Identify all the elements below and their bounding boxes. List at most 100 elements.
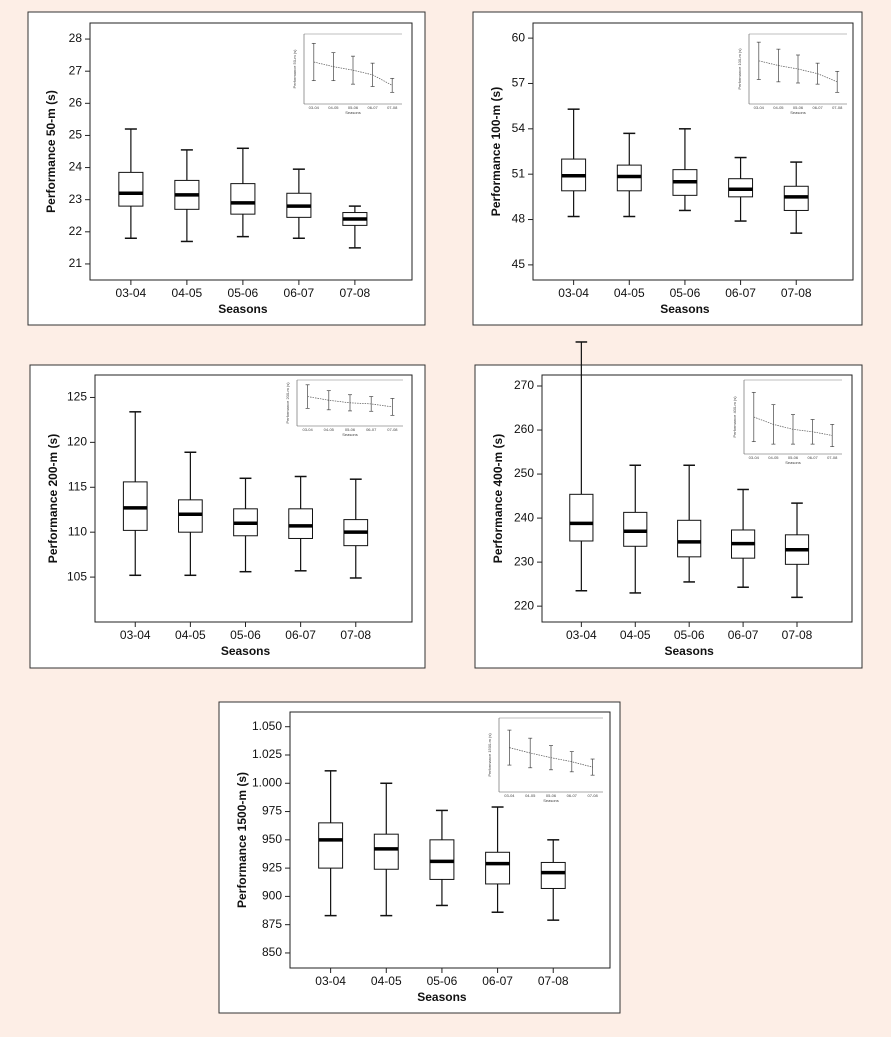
y-tick-label: 950 — [262, 832, 282, 846]
inset-x-tick-label: 05-06 — [345, 427, 356, 432]
x-tick-label: 04-05 — [172, 286, 203, 300]
y-tick-label: 260 — [514, 422, 534, 436]
y-tick-label: 27 — [69, 63, 83, 77]
inset-x-tick-label: 05-06 — [546, 793, 557, 798]
y-tick-label: 25 — [69, 128, 83, 142]
inset-line — [758, 60, 838, 83]
x-tick-label: 06-07 — [725, 286, 756, 300]
y-axis-label: Performance 200-m (s) — [46, 434, 60, 563]
y-tick-label: 1.050 — [252, 719, 282, 733]
inset-line — [313, 61, 393, 86]
y-axis-label: Performance 100-m (s) — [489, 87, 503, 216]
inset-x-tick-label: 04-05 — [773, 105, 784, 110]
inset-y-label: Performance 50-m (s) — [292, 49, 297, 89]
box — [230, 183, 256, 215]
inset-x-tick-label: 03-04 — [749, 455, 760, 460]
x-tick-label: 03-04 — [120, 628, 151, 642]
x-tick-label: 03-04 — [116, 286, 147, 300]
box — [122, 481, 148, 531]
y-tick-label: 850 — [262, 945, 282, 959]
inset-line — [509, 747, 593, 768]
inset-x-label: Seasons — [543, 798, 559, 803]
x-tick-label: 07-08 — [782, 628, 813, 642]
y-tick-label: 60 — [512, 30, 526, 44]
y-tick-label: 975 — [262, 804, 282, 818]
y-tick-label: 110 — [68, 524, 87, 538]
x-tick-label: 04-05 — [614, 286, 645, 300]
x-tick-label: 03-04 — [566, 628, 597, 642]
x-axis-label: Seasons — [417, 990, 467, 1004]
plot-frame — [541, 374, 853, 623]
x-tick-label: 05-06 — [427, 974, 458, 988]
x-tick-label: 07-08 — [781, 286, 812, 300]
plot-frame — [532, 22, 854, 281]
x-tick-label: 05-06 — [670, 286, 701, 300]
inset-x-tick-label: 07-08 — [387, 105, 398, 110]
y-tick-label: 51 — [512, 166, 526, 180]
y-tick-label: 105 — [67, 569, 87, 583]
inset-x-tick-label: 04-05 — [328, 105, 339, 110]
box — [540, 861, 566, 889]
y-tick-label: 220 — [514, 598, 534, 612]
x-tick-label: 05-06 — [228, 286, 259, 300]
y-tick-label: 1.000 — [252, 775, 282, 789]
box — [373, 833, 399, 870]
x-tick-label: 06-07 — [285, 628, 316, 642]
box — [623, 511, 648, 547]
box — [178, 499, 203, 533]
inset-x-tick-label: 06-07 — [807, 455, 818, 460]
box — [318, 822, 344, 869]
inset-x-tick-label: 07-08 — [387, 427, 398, 432]
inset-x-tick-label: 07-08 — [587, 793, 598, 798]
inset-x-tick-label: 06-07 — [366, 427, 377, 432]
inset-x-label: Seasons — [345, 110, 361, 115]
x-tick-label: 06-07 — [482, 974, 513, 988]
x-tick-label: 06-07 — [284, 286, 315, 300]
inset-y-label: Performance 200-m (s) — [285, 382, 290, 424]
x-axis-label: Seasons — [221, 644, 271, 658]
box — [677, 519, 702, 558]
y-tick-label: 26 — [69, 95, 83, 109]
box — [485, 851, 511, 885]
inset-x-tick-label: 06-07 — [367, 105, 378, 110]
y-axis-label: Performance 1500-m (s) — [235, 772, 249, 908]
y-axis-label: Performance 400-m (s) — [491, 434, 505, 563]
y-tick-label: 925 — [262, 860, 282, 874]
y-tick-label: 250 — [514, 466, 534, 480]
y-tick-label: 115 — [68, 479, 87, 493]
inset-x-tick-label: 07-08 — [827, 455, 838, 460]
inset-line — [753, 416, 833, 436]
y-tick-label: 21 — [69, 256, 83, 270]
chart-panel: 850 875 900 925 950 975 1.000 1.025 1.050 03-04 04… — [218, 701, 621, 1014]
box — [118, 171, 144, 207]
inset-y-label: Performance 1500-m (s) — [487, 733, 492, 777]
x-tick-label: 07-08 — [340, 286, 371, 300]
x-tick-label: 07-08 — [538, 974, 569, 988]
y-tick-label: 57 — [512, 76, 526, 90]
inset-x-tick-label: 07-08 — [832, 105, 843, 110]
inset-x-tick-label: 04-05 — [525, 793, 536, 798]
inset-y-label: Performance 400-m (s) — [732, 396, 737, 438]
x-tick-label: 04-05 — [175, 628, 206, 642]
x-tick-label: 04-05 — [620, 628, 651, 642]
x-axis-label: Seasons — [660, 302, 710, 316]
y-tick-label: 24 — [69, 160, 83, 174]
inset-y-label: Performance 100-m (s) — [737, 48, 742, 90]
inset-x-label: Seasons — [785, 460, 801, 465]
y-tick-label: 240 — [514, 510, 534, 524]
y-tick-label: 875 — [262, 917, 282, 931]
inset-x-tick-label: 03-04 — [504, 793, 515, 798]
inset-x-tick-label: 04-05 — [768, 455, 779, 460]
y-tick-label: 28 — [69, 31, 83, 45]
x-axis-label: Seasons — [218, 302, 268, 316]
x-tick-label: 03-04 — [558, 286, 589, 300]
plot-frame — [94, 374, 413, 623]
y-tick-label: 1.025 — [252, 747, 282, 761]
inset-x-tick-label: 03-04 — [754, 105, 765, 110]
y-tick-label: 23 — [69, 192, 83, 206]
inset-x-tick-label: 05-06 — [793, 105, 804, 110]
chart-panel: 45 48 51 54 57 60 03-04 04-05 05-06 06-07 07-08 Sea… — [472, 11, 863, 326]
y-tick-label: 22 — [69, 224, 83, 238]
y-tick-label: 54 — [512, 121, 526, 135]
